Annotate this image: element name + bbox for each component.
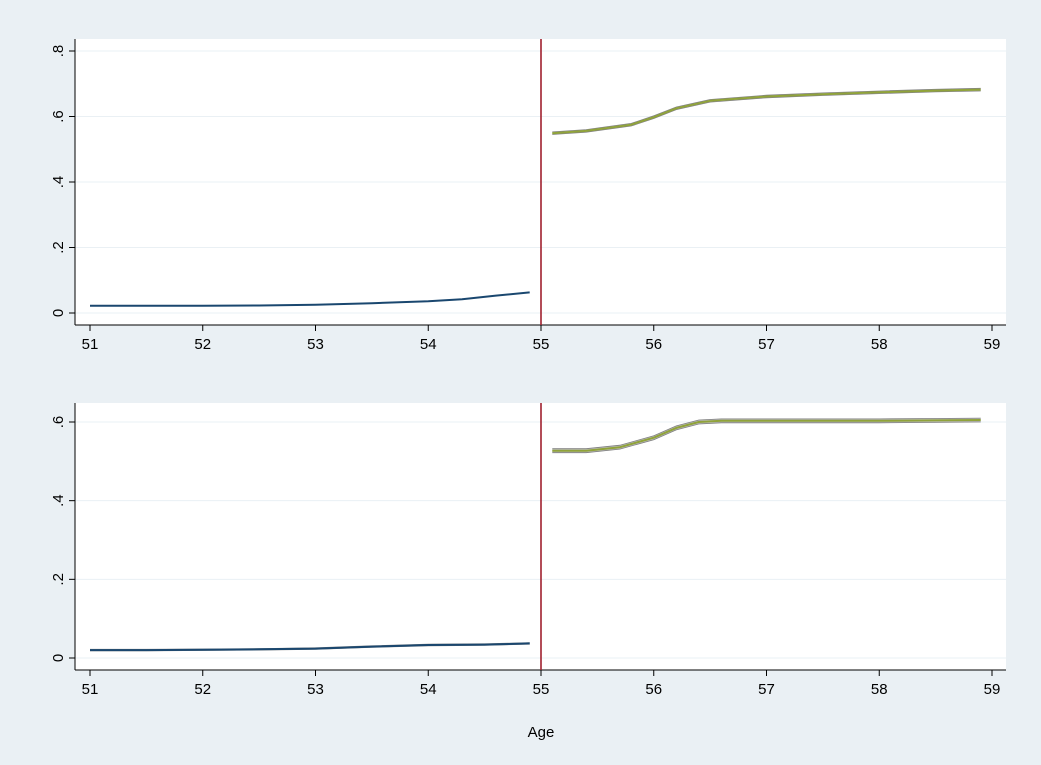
- x-axis-label: Age: [528, 724, 555, 741]
- series-line-above-cutoff: [552, 419, 981, 452]
- y-tick-label: .8: [50, 45, 67, 58]
- panels: 51 52 53 54 55 56 57 58 590.2.4.6.851 52 53 54 55 56 5…: [50, 39, 1006, 698]
- x-tick-label: 59: [984, 681, 1001, 698]
- x-tick-label: 55: [533, 681, 550, 698]
- series-line-below-cutoff: [90, 291, 530, 307]
- x-tick-label: 57: [758, 681, 775, 698]
- x-tick-label: 53: [307, 681, 324, 698]
- x-tick-label: 54: [420, 681, 437, 698]
- x-tick-label: 51: [82, 336, 99, 353]
- ci-lower-above-cutoff: [552, 90, 981, 135]
- y-tick-label: .4: [50, 494, 67, 507]
- y-tick-label: .2: [50, 573, 67, 586]
- panel-top: 51 52 53 54 55 56 57 58 59 0 .2 .4 .6 .8: [50, 39, 1006, 353]
- y-tick-label: .4: [50, 176, 67, 189]
- x-tick-label: 53: [307, 336, 324, 353]
- y-tick-label: .2: [50, 241, 67, 254]
- x-tick-label: 54: [420, 336, 437, 353]
- ci-lower-above-cutoff: [552, 421, 981, 454]
- x-tick-label: 57: [758, 336, 775, 353]
- y-tick-label: .6: [50, 416, 67, 429]
- x-tick-label: 58: [871, 681, 888, 698]
- ci-upper-above-cutoff: [552, 87, 981, 133]
- y-tick-label: .6: [50, 110, 67, 123]
- series-line-above-cutoff: [552, 88, 981, 135]
- x-tick-label: 55: [533, 336, 550, 353]
- x-tick-label: 59: [984, 336, 1001, 353]
- x-tick-label: 58: [871, 336, 888, 353]
- x-tick-label: 51: [82, 681, 99, 698]
- ci-upper-above-cutoff: [552, 417, 981, 450]
- y-tick-label: 0: [50, 654, 67, 662]
- x-tick-label: 52: [194, 681, 211, 698]
- x-tick-label: 56: [645, 681, 662, 698]
- x-tick-label: 52: [194, 336, 211, 353]
- series-line-below-cutoff: [90, 642, 530, 652]
- x-tick-label: 56: [645, 336, 662, 353]
- panel-bottom: 51 52 53 54 55 56 57 58 59 0 .2 .4 .6: [50, 403, 1006, 698]
- y-tick-label: 0: [50, 309, 67, 317]
